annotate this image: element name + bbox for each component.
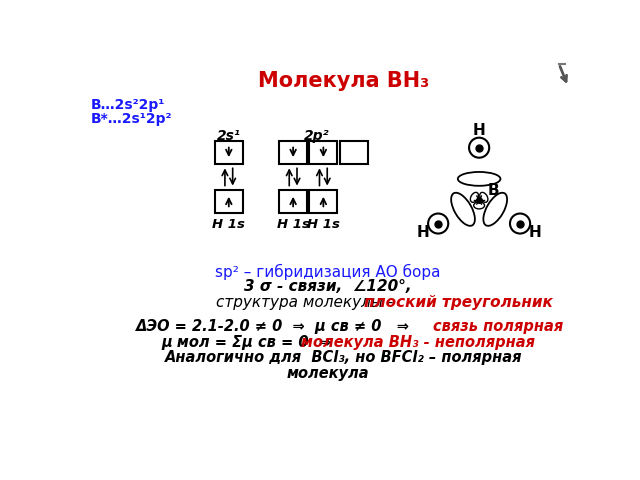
Text: B: B	[487, 183, 499, 198]
Bar	[215, 141, 243, 164]
Text: структура молекулы -: структура молекулы -	[216, 295, 397, 310]
Bar	[309, 190, 337, 213]
Text: Молекула BH₃: Молекула BH₃	[258, 72, 429, 92]
Text: В…2s²2p¹: В…2s²2p¹	[91, 97, 165, 112]
Text: молекула ВН₃ - неполярная: молекула ВН₃ - неполярная	[301, 335, 535, 350]
Bar	[279, 190, 307, 213]
Text: молекула: молекула	[287, 366, 369, 381]
Text: H: H	[529, 225, 541, 240]
Text: H 1s: H 1s	[276, 218, 310, 231]
Text: 3 σ - связи,  ∠120°,: 3 σ - связи, ∠120°,	[244, 279, 412, 294]
Text: В*…2s¹2p²: В*…2s¹2p²	[91, 111, 172, 125]
Bar	[215, 190, 243, 213]
Text: ΔЭО = 2.1-2.0 ≠ 0  ⇒  μ св ≠ 0   ⇒: ΔЭО = 2.1-2.0 ≠ 0 ⇒ μ св ≠ 0 ⇒	[136, 319, 420, 335]
Text: плоский треугольник: плоский треугольник	[364, 295, 552, 310]
Bar	[279, 141, 307, 164]
Text: H: H	[473, 123, 486, 138]
Bar	[309, 141, 337, 164]
Text: 2s¹: 2s¹	[217, 129, 241, 143]
Text: H 1s: H 1s	[212, 218, 245, 231]
Text: sp² – гибридизация АО бора: sp² – гибридизация АО бора	[215, 264, 441, 280]
Text: μ мол = Σμ св = 0  ⇒: μ мол = Σμ св = 0 ⇒	[161, 335, 332, 350]
Bar	[340, 141, 367, 164]
Text: 2p²: 2p²	[303, 129, 329, 143]
Text: связь полярная: связь полярная	[433, 319, 563, 335]
Text: H 1s: H 1s	[307, 218, 340, 231]
Text: H: H	[417, 225, 430, 240]
Text: Аналогично для  ВСl₃, но ВFCl₂ – полярная: Аналогично для ВСl₃, но ВFCl₂ – полярная	[165, 350, 523, 365]
